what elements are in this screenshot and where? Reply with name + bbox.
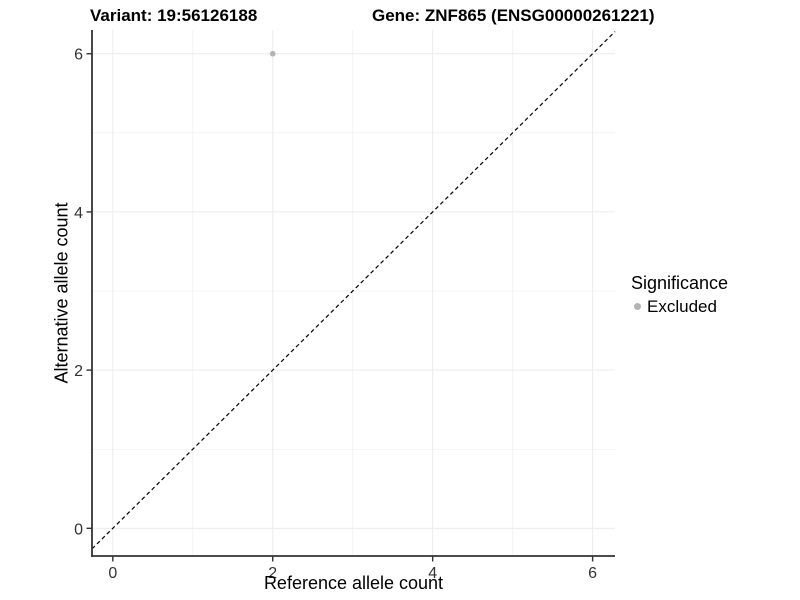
x-axis-title: Reference allele count bbox=[263, 573, 444, 593]
y-tick-label: 0 bbox=[74, 521, 83, 538]
y-tick-label: 4 bbox=[74, 205, 83, 222]
identity-line bbox=[91, 31, 616, 550]
x-tick-label: 4 bbox=[428, 565, 437, 582]
x-tick-label: 0 bbox=[108, 565, 117, 582]
legend-swatch-icon bbox=[634, 303, 641, 310]
legend-item-label: Excluded bbox=[647, 297, 717, 316]
legend-item: Excluded bbox=[631, 296, 728, 317]
plot-title-gene: Gene: ZNF865 (ENSG00000261221) bbox=[372, 6, 655, 25]
y-tick-label: 2 bbox=[74, 363, 83, 380]
legend: Significance Excluded bbox=[631, 272, 728, 317]
plot-title-variant: Variant: 19:56126188 bbox=[90, 6, 258, 25]
data-point bbox=[269, 50, 276, 57]
x-tick-label: 2 bbox=[268, 565, 277, 582]
y-tick-label: 6 bbox=[74, 47, 83, 64]
x-tick-label: 6 bbox=[588, 565, 597, 582]
legend-title: Significance bbox=[631, 273, 729, 293]
legend-items: Excluded bbox=[631, 296, 728, 317]
